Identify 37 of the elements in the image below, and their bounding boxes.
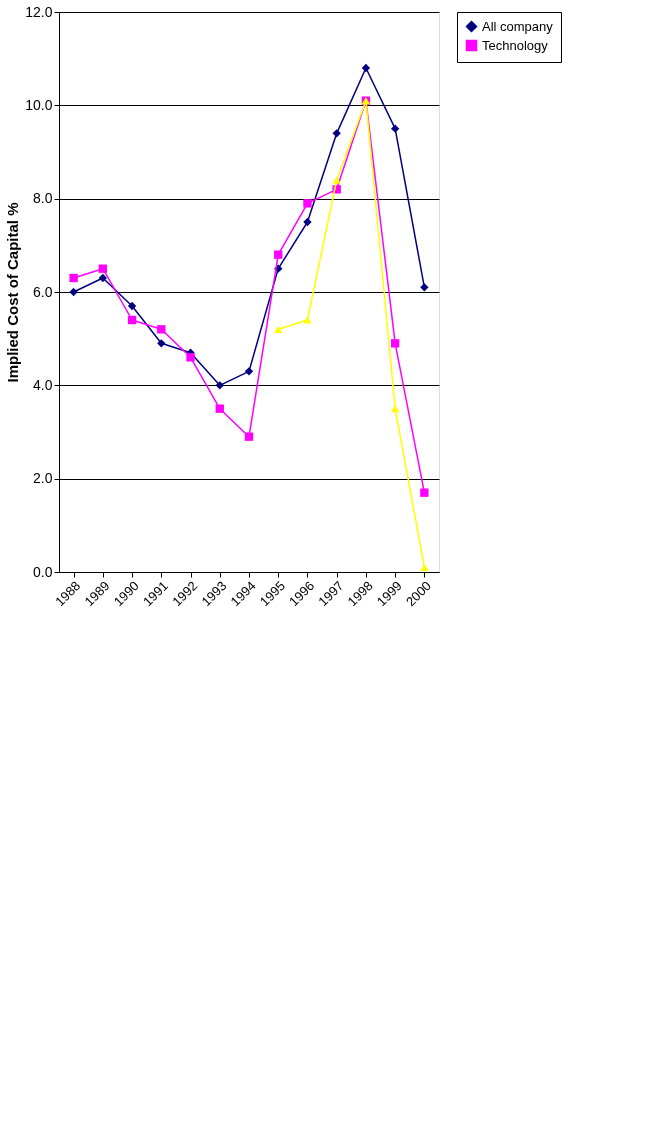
y-tick-label: 4.0 bbox=[33, 376, 53, 393]
point bbox=[98, 273, 108, 283]
point bbox=[215, 404, 224, 413]
legend-label: All company bbox=[482, 18, 554, 34]
y-tick-label: 2.0 bbox=[33, 470, 53, 487]
point bbox=[157, 325, 166, 334]
point bbox=[274, 250, 283, 259]
y-tick-label: 10.0 bbox=[25, 96, 53, 113]
y-tick-label: 8.0 bbox=[33, 190, 53, 207]
point bbox=[69, 287, 78, 297]
point bbox=[420, 488, 429, 497]
point bbox=[390, 405, 400, 413]
y-tick-label: 0.0 bbox=[33, 563, 53, 580]
y-tick-label: 12.0 bbox=[25, 3, 53, 20]
y-tick-label: 6.0 bbox=[33, 283, 53, 300]
point bbox=[186, 353, 195, 362]
point bbox=[274, 325, 283, 333]
point bbox=[244, 367, 254, 376]
point bbox=[420, 563, 429, 571]
point bbox=[303, 316, 312, 324]
point bbox=[303, 199, 312, 208]
point bbox=[361, 63, 371, 73]
point bbox=[127, 315, 137, 325]
point bbox=[244, 432, 254, 441]
point bbox=[69, 273, 78, 283]
point bbox=[157, 339, 166, 348]
point bbox=[332, 129, 341, 138]
point bbox=[98, 264, 108, 273]
point bbox=[390, 339, 400, 348]
point bbox=[215, 381, 224, 390]
legend-label: Technology bbox=[482, 37, 549, 53]
point bbox=[390, 124, 400, 133]
y-axis-title: Implied Cost of Capital % bbox=[4, 202, 22, 383]
point bbox=[127, 301, 137, 311]
point bbox=[420, 283, 429, 292]
point bbox=[332, 176, 341, 184]
point bbox=[303, 217, 312, 227]
